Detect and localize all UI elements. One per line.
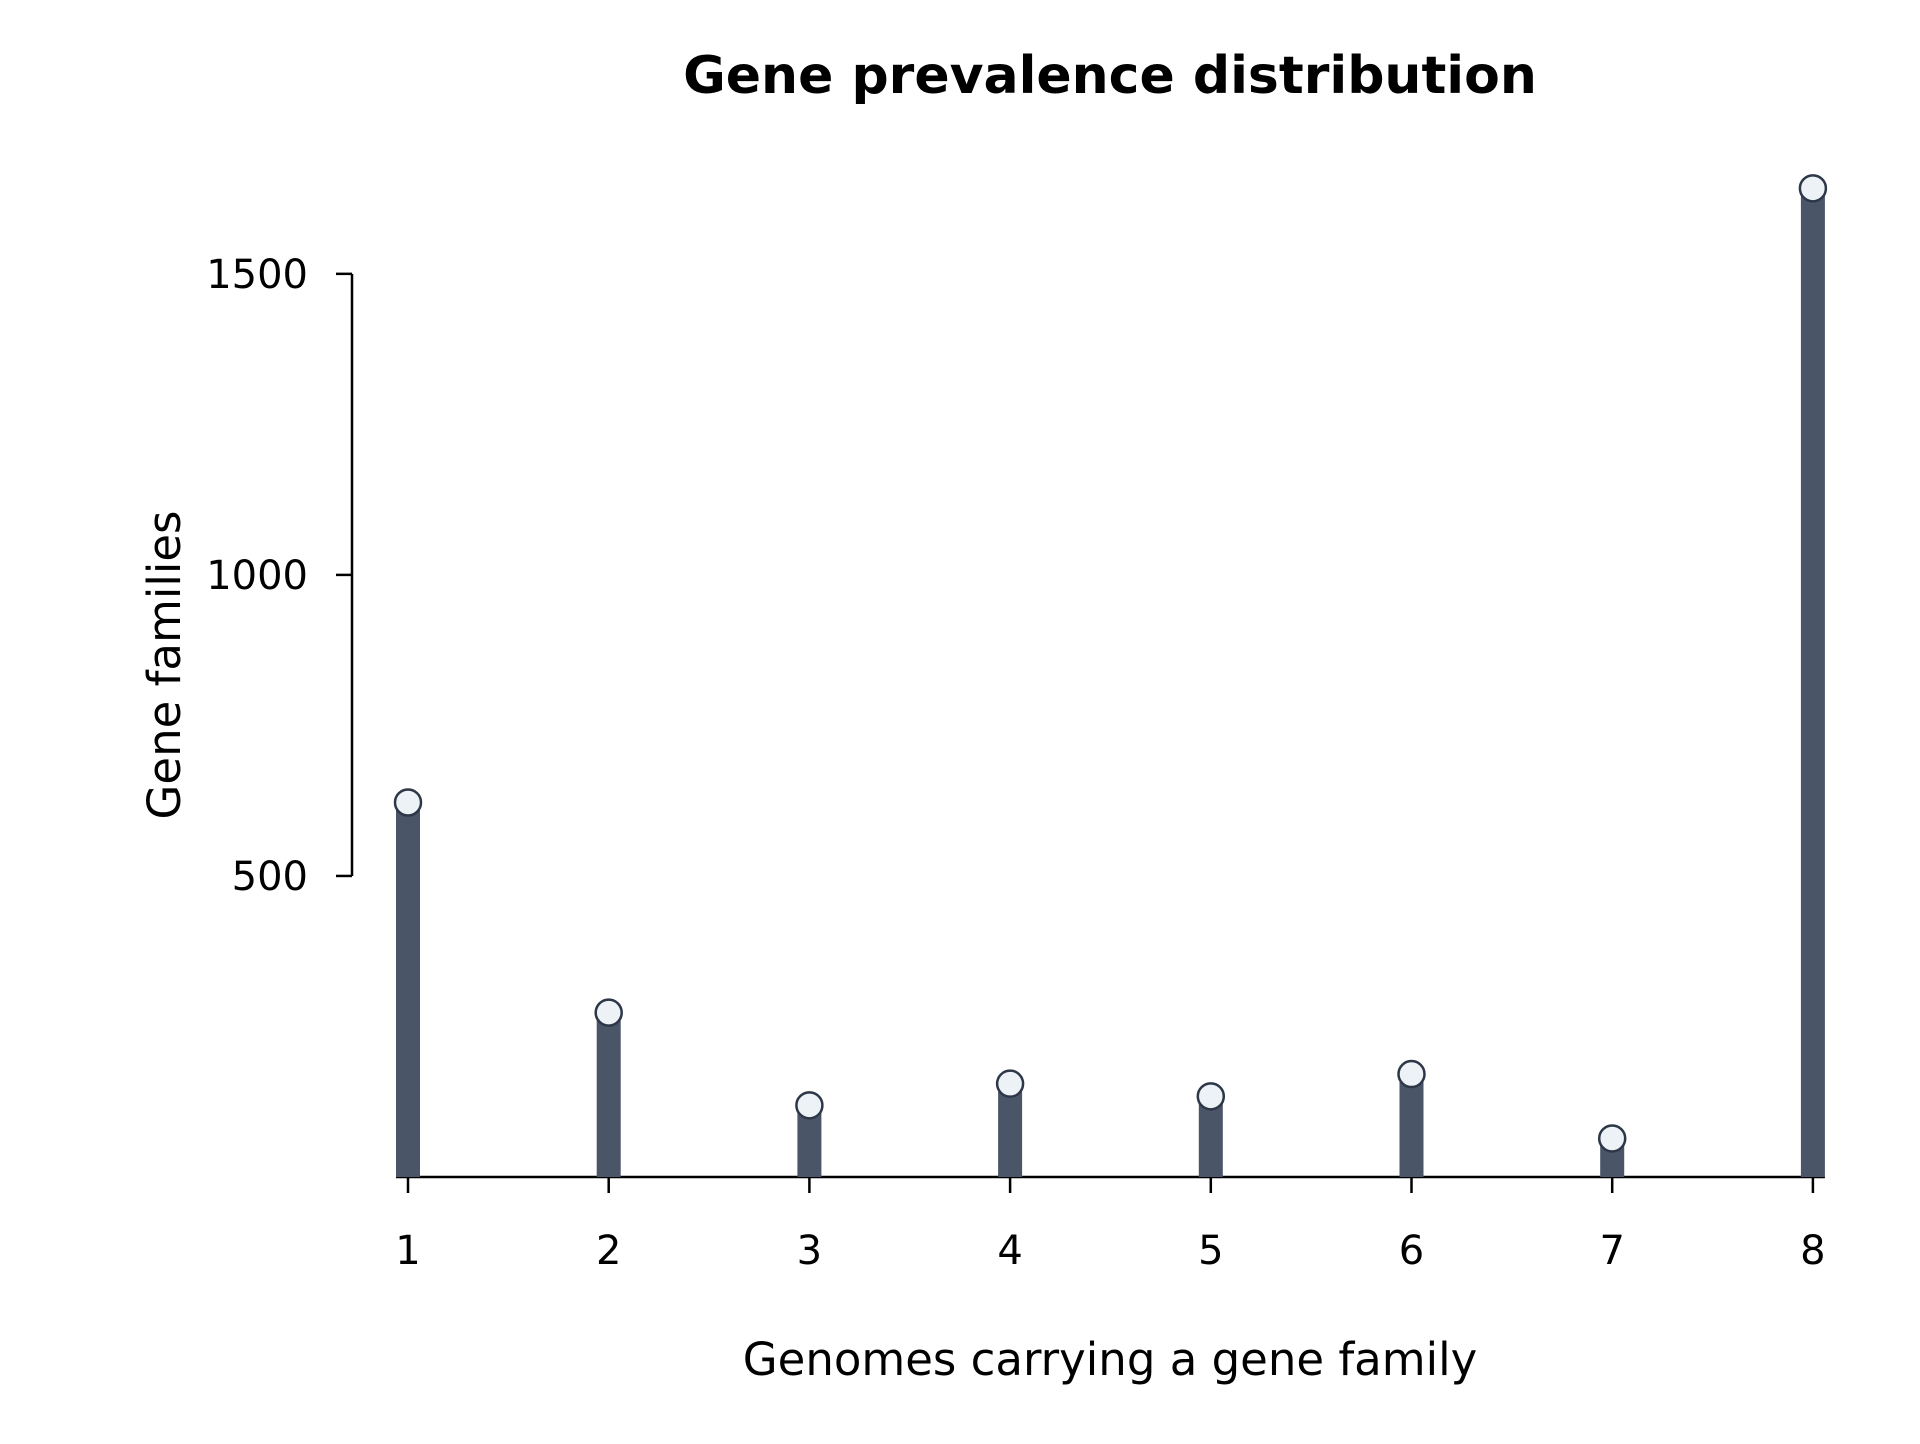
plot-area: 500 1000 1500 1 2 3 4 5 6 7 8: [206, 174, 1828, 1274]
y-tick-label: 500: [232, 854, 308, 900]
bar-marker: [1798, 174, 1828, 203]
y-tick-label: 1000: [206, 553, 308, 599]
x-tick-label: 7: [1599, 1228, 1624, 1274]
bar-marker: [1397, 1059, 1426, 1089]
y-tick-label: 1500: [206, 252, 308, 298]
x-axis-label: Genomes carrying a gene family: [743, 1333, 1477, 1386]
bar: [1399, 1074, 1424, 1177]
bar: [1800, 188, 1825, 1177]
x-tick-label: 4: [997, 1228, 1022, 1274]
y-axis-label: Gene families: [138, 511, 191, 820]
bar-marker: [594, 998, 623, 1027]
x-tick-label: 2: [596, 1228, 621, 1274]
x-tick-label: 5: [1198, 1228, 1223, 1274]
bar-marker: [795, 1091, 824, 1120]
bar: [596, 1012, 621, 1177]
chart-title: Gene prevalence distribution: [683, 46, 1537, 106]
bar: [396, 802, 420, 1177]
bar-marker: [1196, 1082, 1226, 1111]
bar-marker: [1597, 1124, 1627, 1153]
bar-marker: [995, 1069, 1025, 1098]
bar-marker: [393, 788, 423, 817]
bar: [998, 1083, 1023, 1177]
x-tick-label: 1: [395, 1228, 420, 1274]
x-tick-label: 6: [1399, 1228, 1424, 1274]
x-tick-label: 8: [1800, 1228, 1825, 1274]
x-tick-label: 3: [797, 1228, 822, 1274]
